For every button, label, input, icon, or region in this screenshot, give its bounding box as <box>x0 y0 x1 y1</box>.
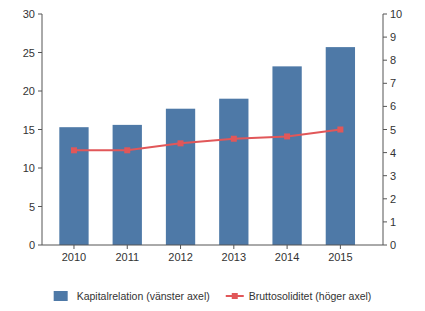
x-tick <box>180 245 181 249</box>
y-tick <box>38 129 42 130</box>
x-tick <box>73 245 74 249</box>
marker <box>337 127 343 133</box>
marker <box>71 147 77 153</box>
y-tick-label: 15 <box>23 124 35 136</box>
legend-item: Kapitalrelation (vänster axel) <box>54 290 210 302</box>
y2-tick-label: 0 <box>390 239 396 251</box>
bar <box>113 125 142 245</box>
x-axis-line <box>42 245 383 246</box>
x-tick <box>340 245 341 249</box>
y2-tick-label: 6 <box>390 100 396 112</box>
bar <box>219 99 248 245</box>
y-tick <box>38 52 42 53</box>
legend-label: Bruttosoliditet (höger axel) <box>249 290 372 302</box>
y2-tick-label: 7 <box>390 77 396 89</box>
y2-tick <box>383 129 387 130</box>
legend: Kapitalrelation (vänster axel) Bruttosoli… <box>54 290 372 302</box>
y2-tick <box>383 175 387 176</box>
legend-label: Kapitalrelation (vänster axel) <box>77 290 210 302</box>
y2-tick <box>383 106 387 107</box>
bar <box>326 47 355 245</box>
y2-tick-label: 1 <box>390 216 396 228</box>
x-tick-label: 2014 <box>275 251 299 263</box>
x-tick-label: 2012 <box>168 251 192 263</box>
chart: 2010 2011 2012 2013 2014 2015 0 5 10 15 20 25 30 0 1 2 3… <box>0 0 425 311</box>
y2-tick <box>383 152 387 153</box>
x-tick-label: 2011 <box>115 251 139 263</box>
marks <box>59 47 355 245</box>
marker <box>178 140 184 146</box>
y2-tick-label: 8 <box>390 54 396 66</box>
y2-tick <box>383 245 387 246</box>
y2-tick-label: 9 <box>390 31 396 43</box>
marker <box>231 136 237 142</box>
y-tick-label: 10 <box>23 162 35 174</box>
marker <box>124 147 130 153</box>
bar <box>59 127 88 245</box>
y-tick-label: 30 <box>23 8 35 20</box>
y-tick-label: 20 <box>23 85 35 97</box>
y-tick <box>38 14 42 15</box>
y2-tick <box>383 221 387 222</box>
x-tick <box>233 245 234 249</box>
y2-tick <box>383 14 387 15</box>
y-tick <box>38 245 42 246</box>
x-tick-label: 2013 <box>222 251 246 263</box>
bar <box>166 109 195 245</box>
x-tick <box>287 245 288 249</box>
line <box>74 130 340 151</box>
legend-marker <box>232 293 238 299</box>
legend-item: Bruttosoliditet (höger axel) <box>226 290 372 302</box>
legend-swatch <box>54 291 68 301</box>
y-tick-label: 0 <box>29 239 35 251</box>
y2-tick <box>383 83 387 84</box>
x-tick-label: 2015 <box>328 251 352 263</box>
y-tick <box>38 206 42 207</box>
y2-tick-label: 4 <box>390 147 396 159</box>
y-tick <box>38 168 42 169</box>
x-tick <box>127 245 128 249</box>
y2-tick-label: 10 <box>390 8 402 20</box>
x-tick-label: 2010 <box>62 251 86 263</box>
y-tick-label: 25 <box>23 47 35 59</box>
y2-tick <box>383 60 387 61</box>
y-tick <box>38 91 42 92</box>
y2-tick-label: 5 <box>390 124 396 136</box>
y2-tick-label: 3 <box>390 170 396 182</box>
y-tick-label: 5 <box>29 201 35 213</box>
y2-tick <box>383 37 387 38</box>
bar <box>272 66 301 245</box>
marker <box>284 133 290 139</box>
y2-tick-label: 2 <box>390 193 396 205</box>
y2-tick <box>383 198 387 199</box>
